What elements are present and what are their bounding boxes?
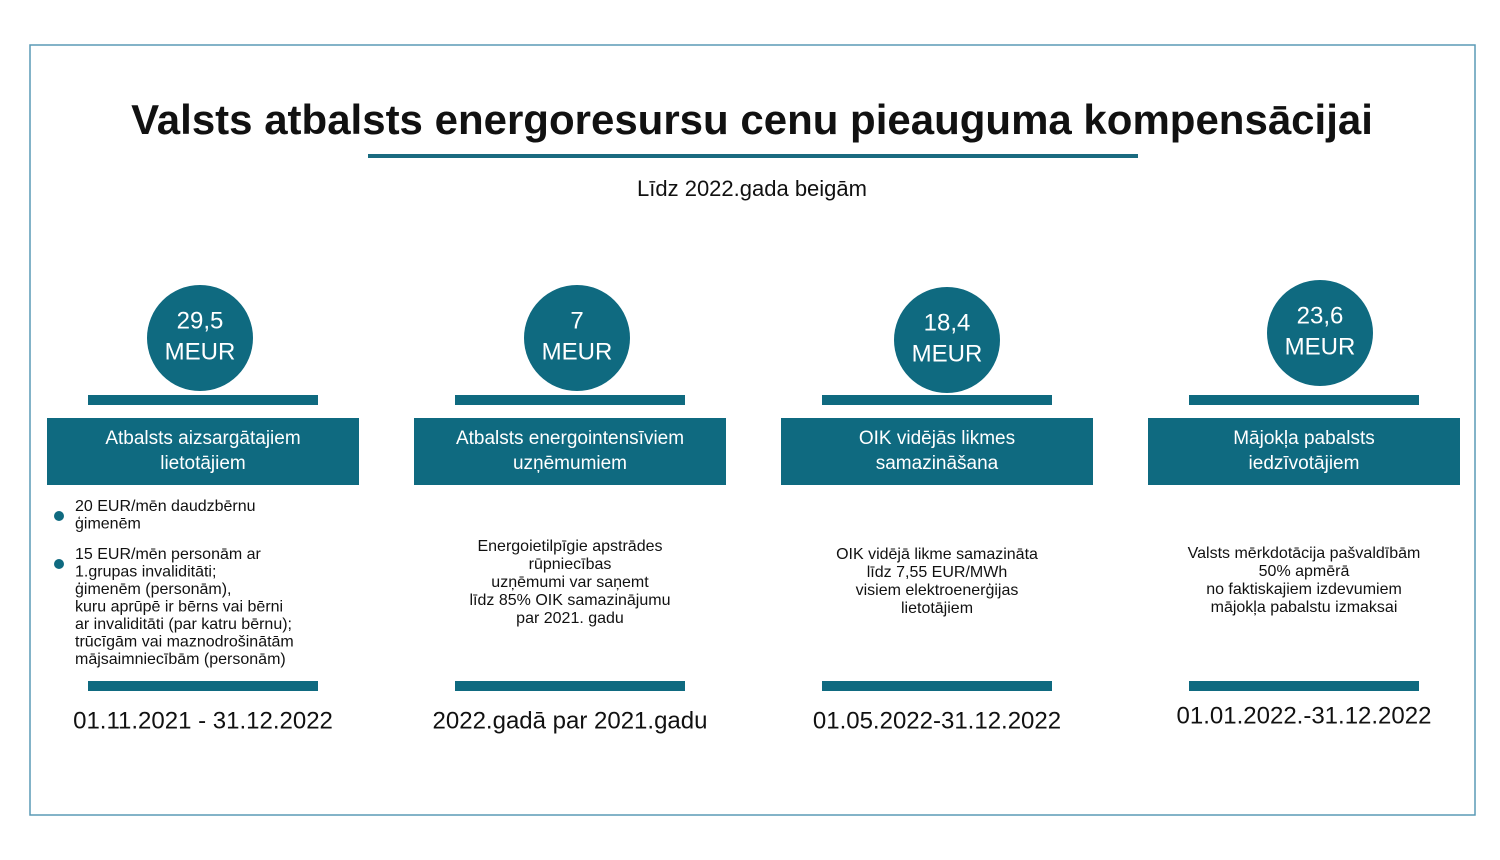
amount-circle bbox=[1267, 280, 1373, 386]
bullet-text: kuru aprūpē ir bērns vai bērni bbox=[75, 599, 283, 616]
unit: MEUR bbox=[912, 340, 983, 367]
title-underline bbox=[368, 154, 1138, 158]
bullet-text: ģimenēm (personām), bbox=[75, 580, 232, 598]
bottom-bar bbox=[455, 681, 685, 691]
period: 01.01.2022.-31.12.2022 bbox=[1177, 702, 1432, 729]
bottom-bar bbox=[1189, 681, 1419, 691]
heading: OIK vidējās likmes bbox=[859, 428, 1015, 449]
heading: Atbalsts aizsargātajiem bbox=[105, 428, 300, 449]
unit: MEUR bbox=[1285, 333, 1356, 360]
description: līdz 85% OIK samazinājumu bbox=[470, 592, 671, 609]
bottom-bar bbox=[88, 681, 318, 691]
top-bar bbox=[88, 395, 318, 405]
description: visiem elektroenerģijas bbox=[856, 581, 1019, 599]
amount-circle bbox=[524, 285, 630, 391]
description: lietotājiem bbox=[901, 600, 973, 617]
description: 50% apmērā bbox=[1259, 563, 1350, 580]
subtitle: Līdz 2022.gada beigām bbox=[637, 176, 867, 201]
description: Valsts mērkdotācija pašvaldībām bbox=[1188, 545, 1421, 562]
period: 01.05.2022-31.12.2022 bbox=[813, 707, 1061, 734]
frame bbox=[29, 44, 1476, 816]
bullet-text: ģimenēm bbox=[75, 515, 141, 533]
bottom-bar bbox=[822, 681, 1052, 691]
unit: MEUR bbox=[165, 338, 236, 365]
heading: uzņēmumiem bbox=[513, 453, 627, 474]
top-bar bbox=[455, 395, 685, 405]
description: uzņēmumi var saņemt bbox=[491, 574, 649, 591]
bullet bbox=[54, 559, 64, 569]
period: 01.11.2021 - 31.12.2022 bbox=[73, 707, 333, 734]
bullet-text: 1.grupas invaliditāti; bbox=[75, 564, 216, 581]
heading: lietotājiem bbox=[160, 453, 246, 474]
heading-box bbox=[1148, 418, 1460, 485]
amount-circle bbox=[147, 285, 253, 391]
unit: MEUR bbox=[542, 338, 613, 365]
heading-box bbox=[414, 418, 726, 485]
amount: 29,5 bbox=[177, 307, 224, 334]
bullet-text: ar invaliditāti (par katru bērnu); bbox=[75, 616, 292, 633]
description: rūpniecības bbox=[529, 556, 612, 573]
description: Energoietilpīgie apstrādes bbox=[477, 538, 662, 555]
description: par 2021. gadu bbox=[516, 610, 624, 627]
heading-box bbox=[781, 418, 1093, 485]
description: mājokļa pabalstu izmaksai bbox=[1211, 599, 1398, 616]
period: 2022.gadā par 2021.gadu bbox=[433, 707, 708, 734]
heading-box bbox=[47, 418, 359, 485]
title: Valsts atbalsts energoresursu cenu pieau… bbox=[131, 96, 1373, 143]
bullet-text: trūcīgām vai maznodrošinātām bbox=[75, 634, 294, 651]
amount-circle bbox=[894, 287, 1000, 393]
bullet-text: mājsaimniecībām (personām) bbox=[75, 651, 286, 668]
heading: samazināšana bbox=[876, 453, 999, 474]
heading: Atbalsts energointensīviem bbox=[456, 428, 684, 449]
bullet-text: 20 EUR/mēn daudzbērnu bbox=[75, 498, 256, 515]
amount: 23,6 bbox=[1297, 302, 1344, 329]
heading: Mājokļa pabalsts bbox=[1233, 428, 1375, 449]
description: no faktiskajiem izdevumiem bbox=[1206, 581, 1402, 598]
amount: 7 bbox=[570, 307, 583, 334]
description: līdz 7,55 EUR/MWh bbox=[867, 564, 1007, 581]
bullet bbox=[54, 511, 64, 521]
bullet-text: 15 EUR/mēn personām ar bbox=[75, 546, 262, 563]
heading: iedzīvotājiem bbox=[1249, 453, 1360, 474]
top-bar bbox=[822, 395, 1052, 405]
description: OIK vidējā likme samazināta bbox=[836, 546, 1038, 563]
top-bar bbox=[1189, 395, 1419, 405]
amount: 18,4 bbox=[924, 309, 971, 336]
